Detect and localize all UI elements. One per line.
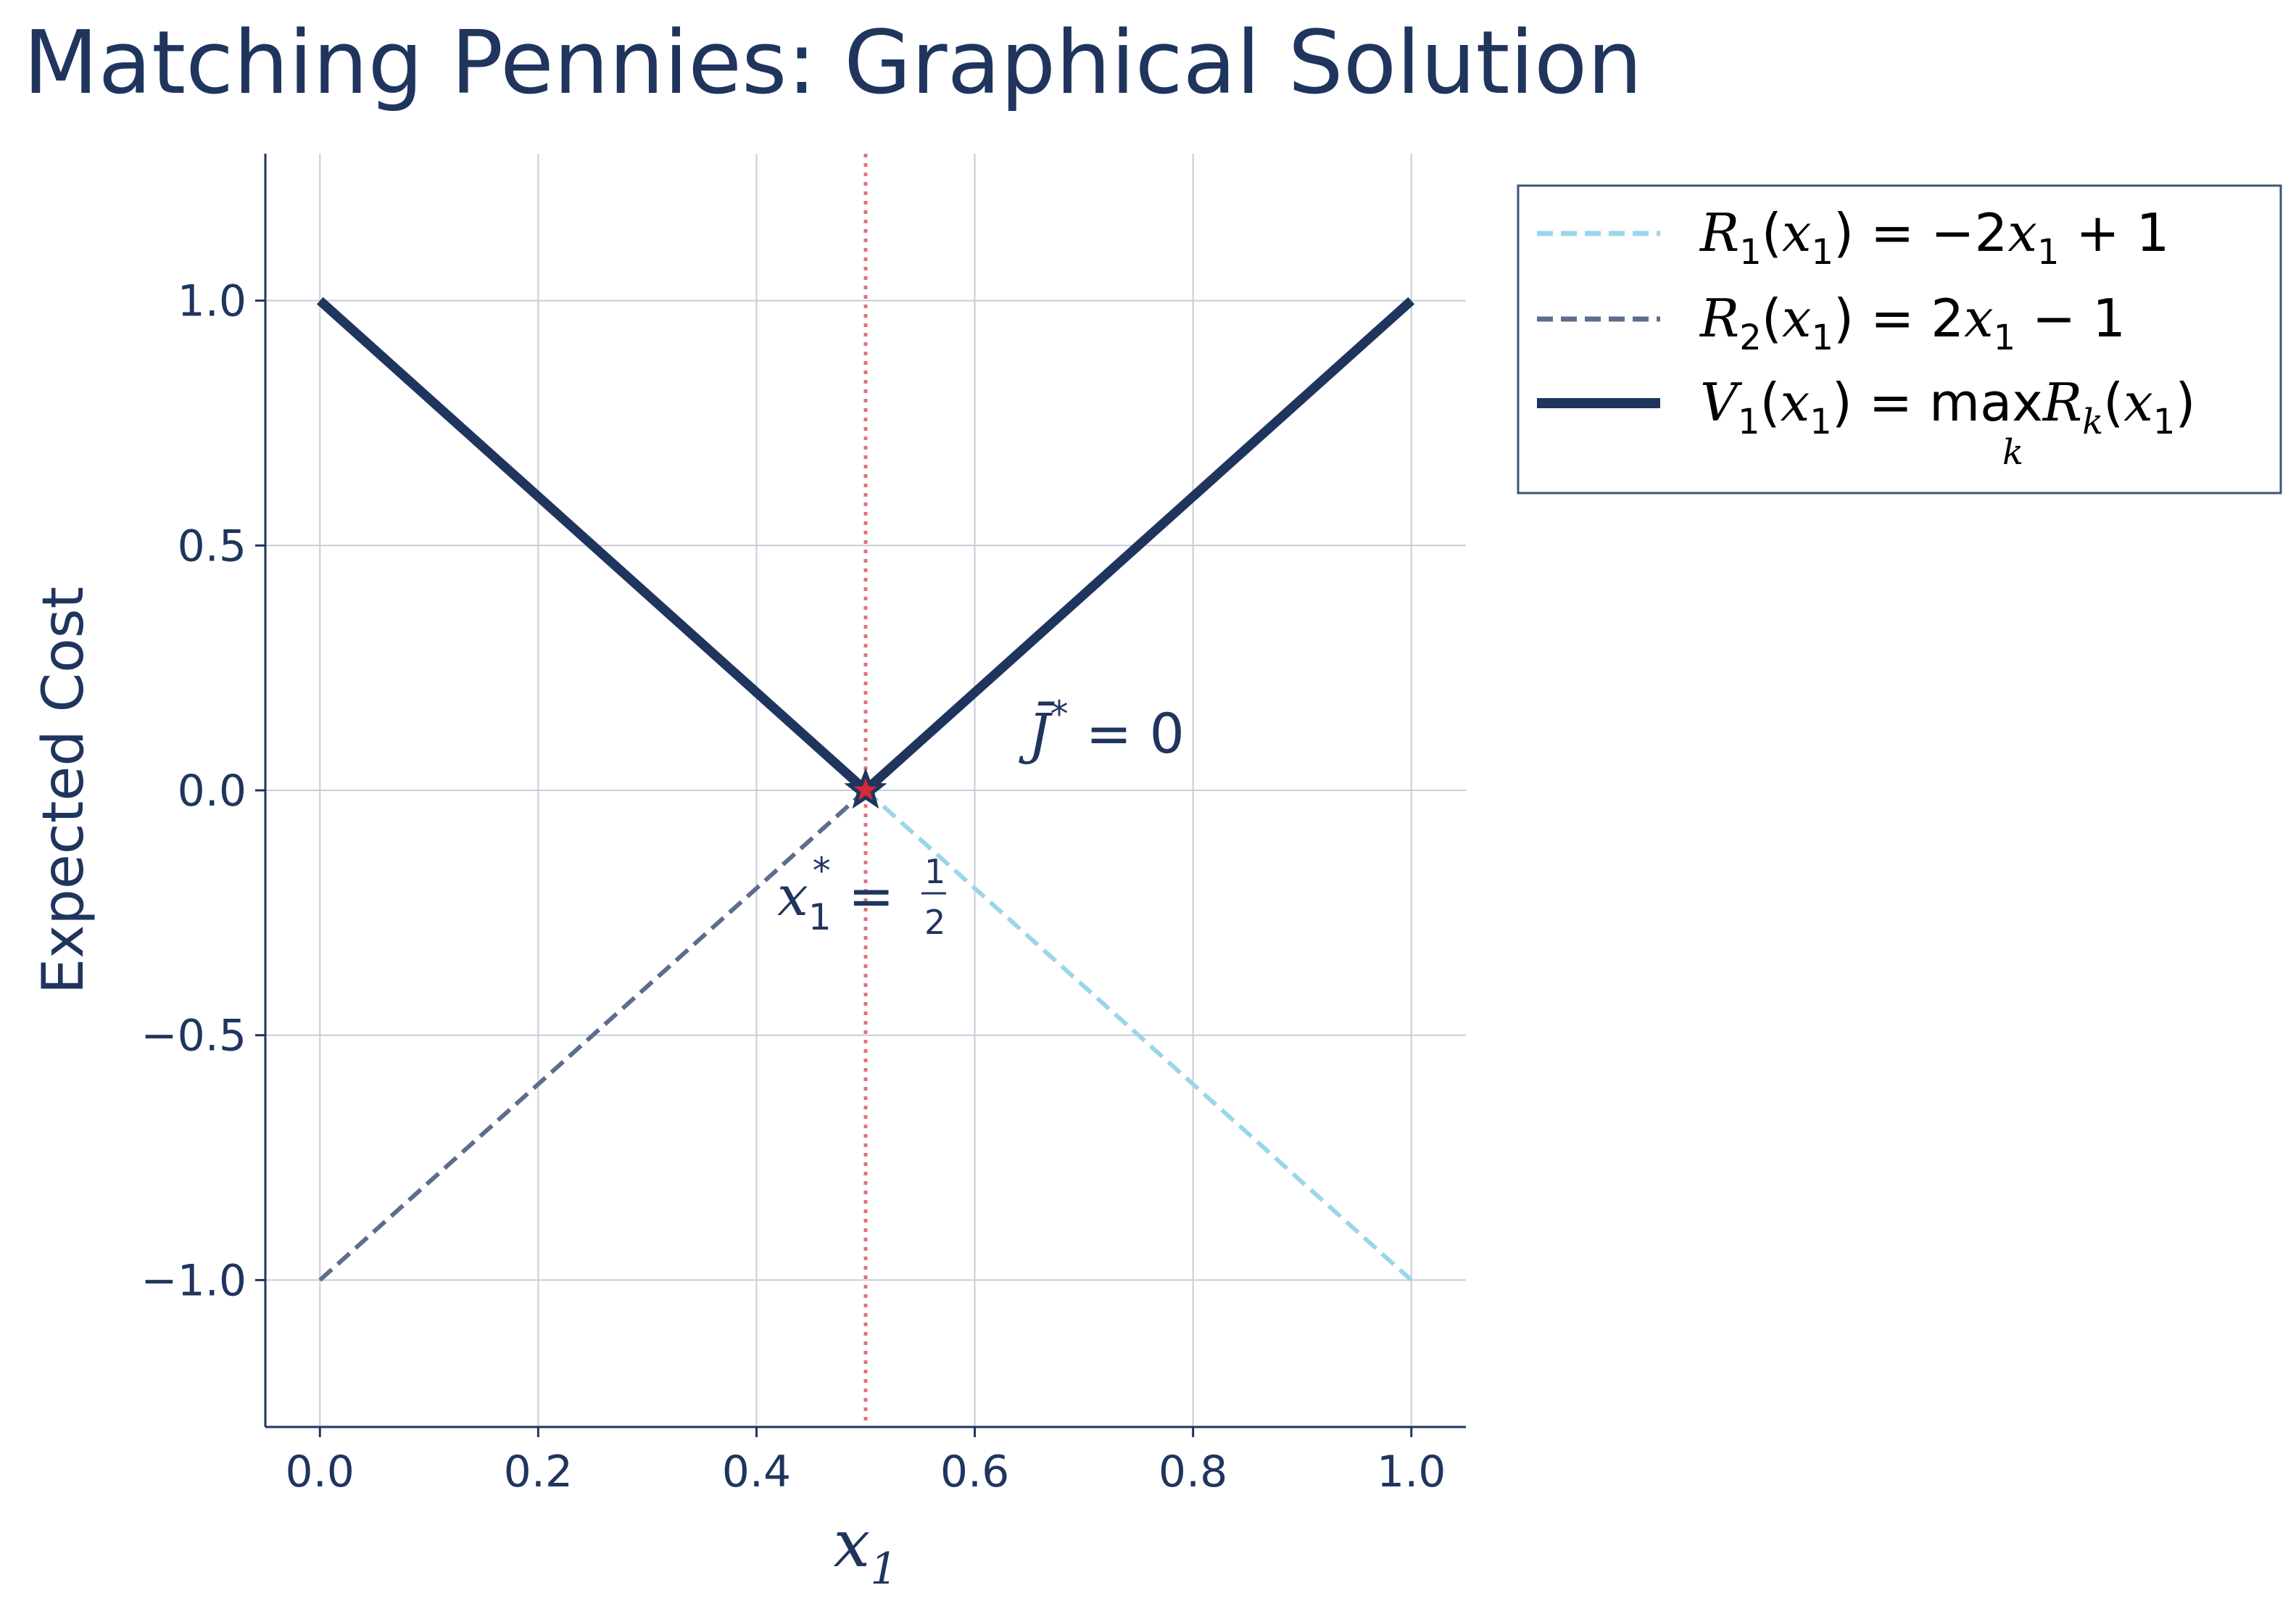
y-tick-label-0: −1.0 [141, 1255, 246, 1306]
x-tick-label-1: 0.2 [504, 1447, 573, 1497]
y-tick-label-1: −0.5 [141, 1011, 246, 1062]
x-axis-label: x1 [834, 1506, 898, 1594]
series-line-2 [318, 788, 868, 1282]
svg-text:1: 1 [924, 852, 945, 891]
x-tick-label-2: 0.4 [722, 1447, 791, 1497]
svg-text:2: 2 [924, 903, 945, 942]
y-tick-label-3: 0.5 [178, 521, 246, 571]
annotation-optimal-value: J̄* = 0 [1019, 693, 1185, 766]
chart-title: Matching Pennies: Graphical Solution [23, 13, 1642, 114]
series-layer [316, 154, 1415, 1427]
annotation-optimal-strategy: x1* = [777, 850, 895, 938]
x-tick-label-4: 0.8 [1159, 1447, 1227, 1497]
x-tick-label-0: 0.0 [286, 1447, 355, 1497]
legend-frame [1517, 184, 2282, 495]
optimum-star-marker [844, 767, 887, 809]
legend-max-subscript: k [2002, 432, 2023, 473]
y-axis-label: Expected Cost [31, 587, 96, 994]
y-tick-label-2: 0.0 [178, 766, 246, 816]
legend-label-r1: R1(x1) = −2x1 + 1 [1699, 202, 2169, 273]
legend-label-v1: V1(x1) = maxRk(x1) [1700, 372, 2196, 442]
x-tick-label-5: 1.0 [1377, 1447, 1446, 1497]
ticks: 0.0 0.2 0.4 0.6 0.8 1.0 −1.0 −0.5 0.0 0.5 1.0 [141, 276, 1446, 1497]
legend: R1(x1) = −2x1 + 1 R2(x1) = 2x1 − 1 V1(x1… [1517, 184, 2282, 495]
x-tick-label-3: 0.6 [940, 1447, 1009, 1497]
series-line-1 [863, 788, 1413, 1282]
y-tick-label-4: 1.0 [178, 276, 246, 327]
fraction-one-half: 1 2 [921, 852, 946, 942]
legend-label-r2: R2(x1) = 2x1 − 1 [1699, 288, 2126, 358]
